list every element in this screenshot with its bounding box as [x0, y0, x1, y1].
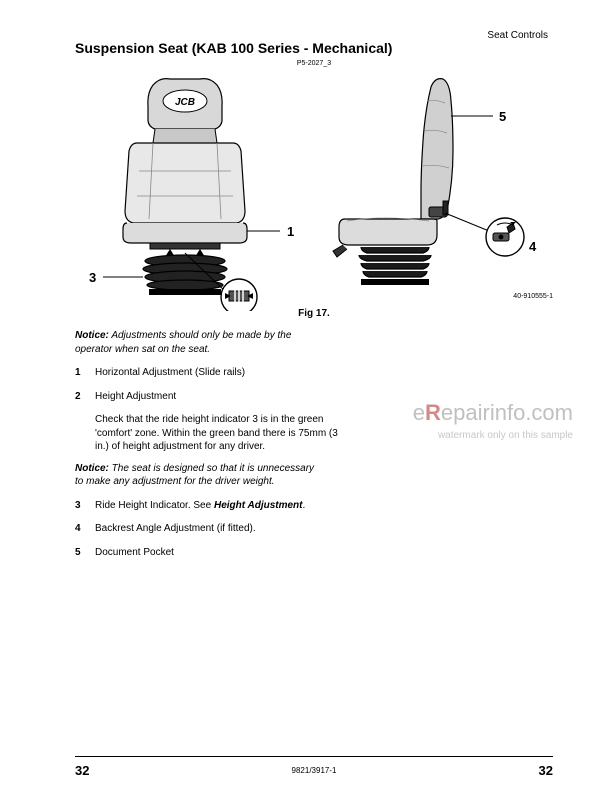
jcb-logo: JCB [175, 97, 195, 108]
notice-1: Notice: Adjustments should only be made … [75, 329, 325, 356]
figure-illustration: JCB 1 [75, 71, 553, 311]
doc-number: 9821/3917-1 [292, 766, 337, 775]
callout-1: 1 [287, 224, 294, 239]
manual-page: Seat Controls Suspension Seat (KAB 100 S… [0, 0, 608, 796]
callout-4: 4 [529, 239, 537, 254]
item-4-text: Backrest Angle Adjustment (if fitted). [95, 522, 345, 536]
item-3-text-b: Height Adjustment [214, 500, 303, 511]
detail-circle-4 [445, 213, 524, 256]
item-3-num: 3 [75, 499, 95, 513]
callout-3: 3 [89, 270, 96, 285]
notice-2-text: The seat is designed so that it is unnec… [75, 463, 314, 488]
item-2: 2 Height Adjustment [75, 390, 345, 404]
watermark: eRepairinfo.com watermark only on this s… [413, 400, 573, 441]
item-2-sub: Check that the ride height indicator 3 i… [95, 413, 345, 454]
item-5-num: 5 [75, 546, 95, 560]
item-1-text: Horizontal Adjustment (Slide rails) [95, 366, 345, 380]
item-1: 1 Horizontal Adjustment (Slide rails) [75, 366, 345, 380]
notice-2-label: Notice: [75, 463, 109, 474]
item-4: 4 Backrest Angle Adjustment (if fitted). [75, 522, 345, 536]
notice-2: Notice: The seat is designed so that it … [75, 462, 325, 489]
item-2-num: 2 [75, 390, 95, 404]
item-5: 5 Document Pocket [75, 546, 345, 560]
watermark-sub: watermark only on this sample [413, 430, 573, 441]
item-3-text-a: Ride Height Indicator. See [95, 500, 214, 511]
seat-side-view [333, 79, 453, 285]
watermark-r: R [425, 400, 441, 425]
seat-front-view: JCB [123, 79, 247, 295]
page-footer: 32 9821/3917-1 32 [0, 756, 608, 778]
item-2-text: Height Adjustment [95, 390, 345, 404]
section-header: Seat Controls [487, 30, 548, 41]
item-4-num: 4 [75, 522, 95, 536]
page-title: Suspension Seat (KAB 100 Series - Mechan… [75, 40, 553, 56]
page-num-left: 32 [75, 763, 89, 778]
item-3-text-c: . [302, 500, 305, 511]
notice-1-label: Notice: [75, 330, 109, 341]
item-3: 3 Ride Height Indicator. See Height Adju… [75, 499, 345, 513]
item-1-num: 1 [75, 366, 95, 380]
figure-top-ref: P5-2027_3 [75, 60, 553, 67]
item-3-text: Ride Height Indicator. See Height Adjust… [95, 499, 345, 513]
page-num-right: 32 [539, 763, 553, 778]
watermark-e: e [413, 400, 425, 425]
watermark-rest: epairinfo.com [441, 400, 573, 425]
callout-5: 5 [499, 109, 506, 124]
item-5-text: Document Pocket [95, 546, 345, 560]
